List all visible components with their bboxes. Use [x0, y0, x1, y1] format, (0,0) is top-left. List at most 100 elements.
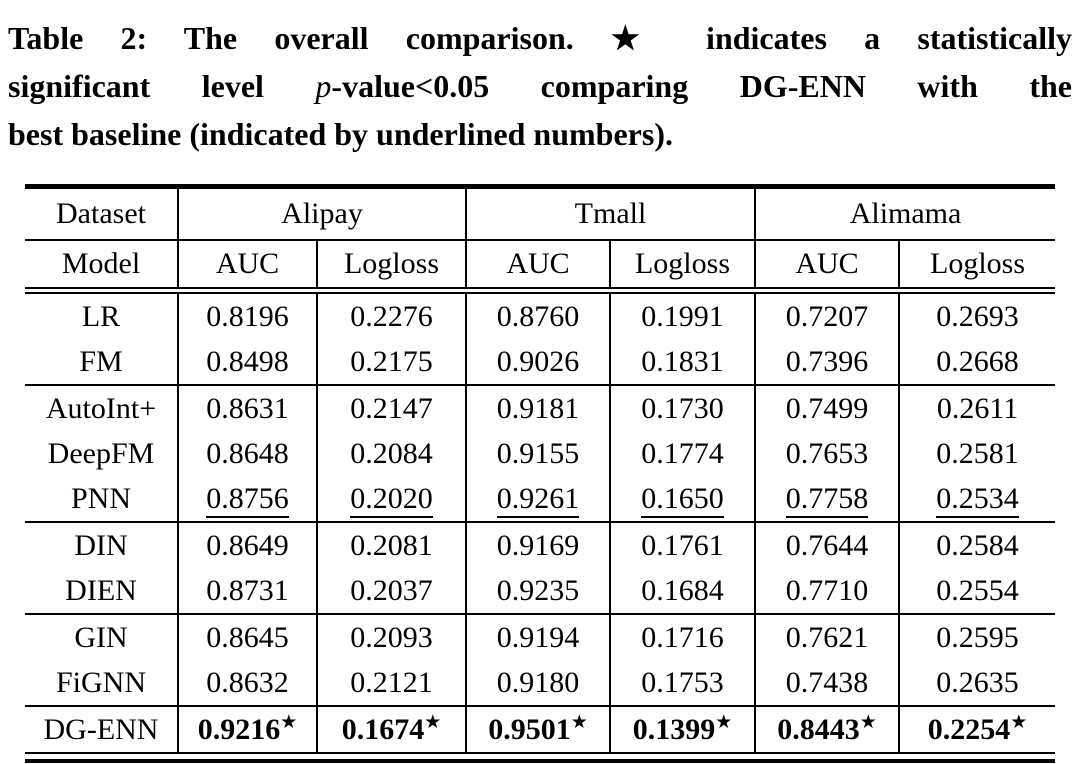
caption-text: Table 2: The overall comparison. ★ indic… — [8, 20, 1072, 56]
value-cell: 0.1716 — [610, 614, 756, 660]
metric-header-auc: AUC — [755, 240, 900, 294]
value-cell: 0.1774 — [610, 431, 756, 476]
value-cell: 0.2276 — [317, 290, 467, 339]
value-cell: 0.2611 — [936, 391, 1019, 425]
model-name: FM — [25, 339, 179, 386]
value-cell: 0.8649 — [178, 522, 318, 568]
underlined-value: 0.9261 — [496, 481, 580, 518]
underlined-value: 0.7758 — [785, 481, 869, 518]
value-cell: 0.2693 — [936, 299, 1019, 333]
caption-line-1: Table 2: The overall comparison. ★ indic… — [8, 14, 1072, 62]
table-row-din: DIN 0.8649 0.2081 0.9169 0.1761 0.7644 0… — [25, 522, 1055, 568]
dataset-header-tmall: Tmall — [466, 186, 756, 241]
value-cell: 0.2635 — [899, 660, 1056, 707]
bold-value: 0.1674 — [341, 712, 425, 746]
value-cell: 0.2081 — [317, 522, 467, 568]
model-name: GIN — [25, 614, 179, 660]
table-row-lr: LR 0.8196 0.2276 0.8760 0.1991 0.7207 0.… — [25, 290, 1055, 339]
metric-header-auc: AUC — [466, 240, 611, 294]
dataset-header-row: Dataset Alipay Tmall Alimama — [25, 186, 1056, 241]
value-cell: 0.8498 — [178, 339, 318, 386]
underlined-value: 0.8756 — [206, 481, 289, 518]
metric-header-row: Model AUC Logloss AUC Logloss AUC Loglos… — [25, 240, 1056, 294]
value-cell-starred: 0.9216★ — [178, 706, 318, 754]
value-cell: 0.7396 — [755, 339, 900, 386]
dataset-header-alimama: Alimama — [755, 186, 1056, 241]
value-cell: 0.8731 — [178, 568, 318, 615]
star-icon: ★ — [424, 710, 442, 733]
table-row-fignn: FiGNN 0.8632 0.2121 0.9180 0.1753 0.7438… — [25, 660, 1056, 707]
value-cell: 0.2093 — [317, 614, 467, 660]
value-cell-underlined: 0.2020 — [317, 476, 467, 523]
dataset-header-alipay: Alipay — [178, 186, 467, 241]
underlined-value: 0.2020 — [350, 481, 433, 518]
table-row-autoint: AutoInt+ 0.8631 0.2147 0.9181 0.1730 0.7… — [25, 385, 1055, 431]
value-cell-starred: 0.9501★ — [466, 706, 611, 754]
caption-p-italic: p — [315, 68, 332, 104]
value-cell: 0.7621 — [755, 614, 900, 660]
model-name: AutoInt+ — [25, 385, 179, 431]
value-cell: 0.2581 — [936, 436, 1019, 470]
value-cell: 0.8760 — [466, 290, 611, 339]
value-cell: 0.1684 — [610, 568, 756, 615]
value-cell-underlined: 0.7758 — [755, 476, 900, 523]
value-cell-underlined: 0.8756 — [178, 476, 318, 523]
metric-header-auc: AUC — [178, 240, 318, 294]
underlined-value: 0.1650 — [641, 481, 724, 518]
value-cell: 0.9169 — [466, 522, 611, 568]
value-cell: 0.2554 — [899, 568, 1056, 615]
value-cell: 0.9155 — [466, 431, 611, 476]
value-cell-starred: 0.2254★ — [899, 706, 1056, 754]
value-cell: 0.1753 — [610, 660, 756, 707]
bold-value: 0.2254 — [927, 712, 1011, 746]
star-icon: ★ — [1010, 710, 1028, 733]
model-name: DIN — [25, 522, 179, 568]
value-cell: 0.1831 — [610, 339, 756, 386]
value-cell-starred: 0.1399★ — [610, 706, 756, 754]
value-cell: 0.7207 — [755, 290, 900, 339]
table-row-dien: DIEN 0.8731 0.2037 0.9235 0.1684 0.7710 … — [25, 568, 1056, 615]
bold-value: 0.8443 — [777, 712, 860, 746]
value-cell: 0.2037 — [317, 568, 467, 615]
value-cell: 0.7653 — [755, 431, 900, 476]
value-cell: 0.2147 — [317, 385, 467, 431]
value-cell: 0.7499 — [755, 385, 900, 431]
table-row-fm: FM 0.8498 0.2175 0.9026 0.1831 0.7396 0.… — [25, 339, 1056, 386]
metric-header-logloss: Logloss — [899, 240, 1056, 294]
value-cell-underlined: 0.1650 — [610, 476, 756, 523]
model-column-label: Model — [25, 240, 179, 294]
star-icon: ★ — [280, 710, 298, 733]
value-cell: 0.9235 — [466, 568, 611, 615]
dataset-corner-label: Dataset — [25, 186, 179, 241]
star-icon: ★ — [859, 710, 877, 733]
value-cell: 0.7710 — [755, 568, 900, 615]
value-cell: 0.9194 — [466, 614, 611, 660]
value-cell: 0.2584 — [936, 528, 1019, 562]
caption-line-2: significant level p-value<0.05 comparing… — [8, 62, 1072, 110]
underlined-value: 0.2534 — [936, 481, 1019, 518]
model-name: DIEN — [25, 568, 179, 615]
caption-text: best baseline (indicated by underlined n… — [8, 116, 673, 152]
value-cell: 0.9180 — [466, 660, 611, 707]
caption-text: significant level — [8, 68, 316, 104]
model-name: FiGNN — [25, 660, 179, 707]
metric-header-logloss: Logloss — [610, 240, 756, 294]
value-cell: 0.8632 — [178, 660, 318, 707]
model-name: PNN — [25, 476, 179, 523]
comparison-table: Dataset Alipay Tmall Alimama Model AUC L… — [25, 184, 1056, 754]
table-caption: Table 2: The overall comparison. ★ indic… — [8, 14, 1072, 158]
metric-header-logloss: Logloss — [317, 240, 467, 294]
table-row-gin: GIN 0.8645 0.2093 0.9194 0.1716 0.7621 0… — [25, 614, 1055, 660]
value-cell: 0.2175 — [317, 339, 467, 386]
value-cell-starred: 0.8443★ — [755, 706, 900, 754]
value-cell-underlined: 0.2534 — [899, 476, 1056, 523]
bold-value: 0.1399 — [632, 712, 716, 746]
value-cell: 0.2668 — [899, 339, 1056, 386]
model-name: DG-ENN — [25, 706, 179, 754]
value-cell: 0.7644 — [755, 522, 900, 568]
model-name: LR — [25, 290, 179, 339]
value-cell: 0.2121 — [317, 660, 467, 707]
table-row-dg-enn: DG-ENN 0.9216★ 0.1674★ 0.9501★ 0.1399★ 0… — [25, 706, 1056, 754]
comparison-table-wrap: Dataset Alipay Tmall Alimama Model AUC L… — [25, 184, 1056, 763]
